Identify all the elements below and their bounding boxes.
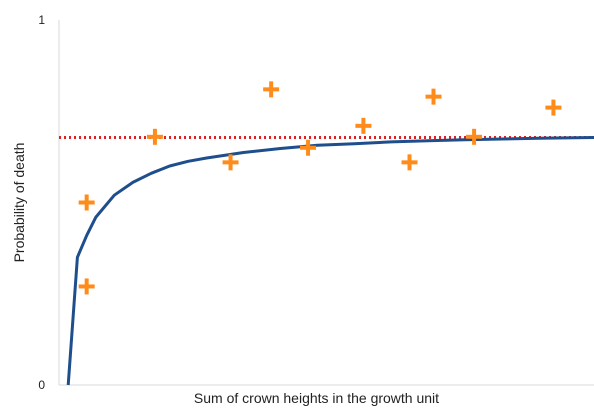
data-point xyxy=(78,278,95,295)
data-point xyxy=(466,128,483,145)
y-tick-label: 1 xyxy=(38,13,45,27)
x-axis-label: Sum of crown heights in the growth unit xyxy=(194,390,439,406)
data-point xyxy=(401,154,418,171)
y-axis-label: Probability of death xyxy=(11,143,27,263)
data-point xyxy=(263,81,280,98)
data-point xyxy=(425,88,442,105)
data-point xyxy=(78,194,95,211)
data-point xyxy=(300,139,317,156)
data-point xyxy=(146,128,163,145)
y-tick-label: 0 xyxy=(38,378,45,392)
y-tick-labels: 01 xyxy=(38,13,45,392)
data-point xyxy=(545,99,562,116)
axes xyxy=(58,20,594,386)
fitted-curve xyxy=(66,136,594,386)
data-point xyxy=(222,154,239,171)
data-point xyxy=(355,117,372,134)
data-points xyxy=(78,81,562,295)
